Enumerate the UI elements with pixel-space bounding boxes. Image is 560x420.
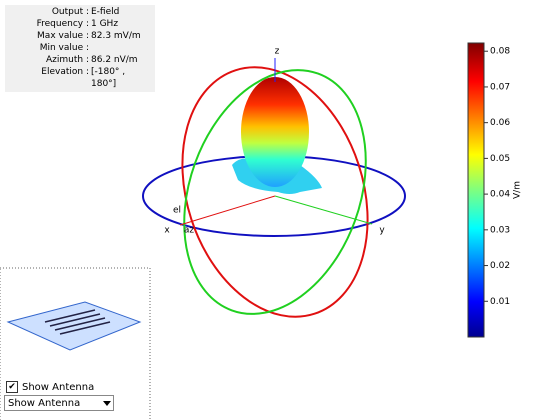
info-value: [-180° , bbox=[91, 67, 126, 77]
colorbar-tick-label: 0.08 bbox=[490, 47, 510, 57]
axis-label: az bbox=[184, 226, 195, 236]
elevation-circle bbox=[183, 69, 367, 315]
info-panel: Output : E-field Frequency :1 GHz Max value… bbox=[5, 5, 155, 92]
info-value: E-field bbox=[91, 7, 120, 17]
antenna-view bbox=[0, 267, 151, 420]
colorbar-tick-label: 0.02 bbox=[490, 261, 510, 271]
info-label: Elevation : bbox=[41, 67, 89, 77]
axis-label: z bbox=[275, 47, 280, 57]
info-row: Elevation : [-180° , bbox=[5, 67, 155, 79]
dropdown-arrow[interactable] bbox=[103, 401, 111, 406]
view-dropdown[interactable]: Show Antenna bbox=[4, 395, 114, 411]
dropdown-text: Show Antenna bbox=[8, 398, 81, 409]
colorbar-tick-label: 0.04 bbox=[490, 190, 510, 200]
info-label: Max value : bbox=[37, 31, 89, 41]
colorbar-tick-label: 0.06 bbox=[490, 118, 510, 128]
info-row: 180°] bbox=[5, 79, 155, 91]
colorbar-label: V/m bbox=[513, 181, 523, 199]
info-label: Frequency : bbox=[36, 19, 89, 29]
info-value: 1 GHz bbox=[91, 19, 119, 29]
x-axis bbox=[179, 195, 276, 226]
colorbar-tick-label: 0.05 bbox=[490, 154, 510, 164]
colorbar-tick-label: 0.03 bbox=[490, 225, 510, 235]
axis-label: el bbox=[173, 206, 181, 216]
info-value: 180°] bbox=[91, 79, 117, 89]
info-label: Azimuth : bbox=[46, 55, 89, 65]
axis-label: x bbox=[164, 226, 170, 236]
info-row: Output : E-field bbox=[5, 7, 155, 19]
main-lobe bbox=[241, 77, 309, 187]
elevation-circle bbox=[181, 66, 369, 318]
info-row: Max value :82.3 mV/m bbox=[5, 31, 155, 43]
axis-label: y bbox=[379, 226, 385, 236]
info-label: Min value : bbox=[39, 43, 89, 53]
checkbox-box[interactable]: ✔ bbox=[6, 381, 18, 393]
info-row: Azimuth :86.2 nV/m bbox=[5, 55, 155, 67]
info-value: 86.2 nV/m bbox=[91, 55, 138, 65]
show-antenna-checkbox[interactable]: ✔ Show Antenna bbox=[6, 381, 94, 393]
colorbar bbox=[467, 42, 485, 338]
y-axis bbox=[274, 195, 373, 225]
info-label: Output : bbox=[51, 7, 89, 17]
info-row: Frequency :1 GHz bbox=[5, 19, 155, 31]
colorbar-tick-label: 0.01 bbox=[490, 297, 510, 307]
info-row: Min value : bbox=[5, 43, 155, 55]
antenna-lines bbox=[44, 309, 111, 335]
colorbar-tick-label: 0.07 bbox=[490, 82, 510, 92]
info-value: 82.3 mV/m bbox=[91, 31, 141, 41]
checkbox-label: Show Antenna bbox=[22, 381, 95, 393]
